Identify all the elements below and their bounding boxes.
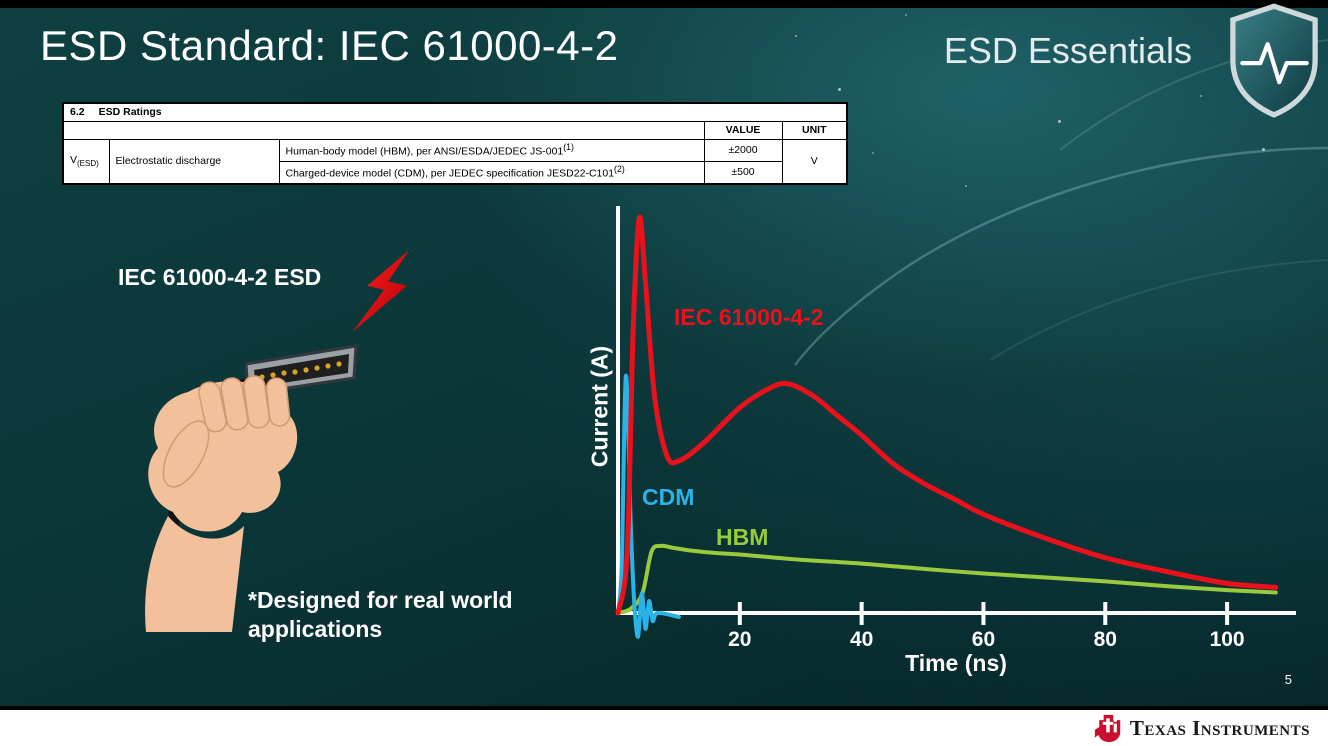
section-number: 6.2	[70, 106, 85, 118]
footer-bar: Texas Instruments	[0, 710, 1328, 746]
series-label-hbm: HBM	[716, 524, 769, 550]
value-column-header: VALUE	[703, 121, 783, 141]
x-tick-label: 100	[1210, 628, 1245, 651]
series-curve-iec-61000-4-2	[615, 214, 1279, 616]
symbol-sub: (ESD)	[77, 158, 99, 168]
table-caption: 6.2 ESD Ratings	[62, 102, 848, 123]
section-title: ESD Ratings	[98, 106, 162, 118]
hbm-description-cell: Human-body model (HBM), per ANSI/ESDA/JE…	[278, 139, 705, 162]
symbol-main: V	[70, 153, 78, 166]
shield-pulse-icon	[1230, 3, 1318, 118]
series-curve-hbm	[616, 543, 1278, 615]
series-label-iec-61000-4-2: IEC 61000-4-2	[674, 304, 824, 330]
cdm-value-cell: ±500	[703, 160, 783, 185]
parameter-name-cell: Electrostatic discharge	[108, 139, 280, 184]
x-tick-label: 80	[1094, 628, 1117, 651]
cdm-description-cell: Charged-device model (CDM), per JEDEC sp…	[278, 160, 705, 185]
texas-instruments-logo: Texas Instruments	[1094, 713, 1310, 743]
parameter-symbol-cell: V(ESD)	[62, 139, 110, 184]
brand-title: ESD Essentials	[943, 30, 1192, 71]
hbm-description: Human-body model (HBM), per ANSI/ESDA/JE…	[285, 145, 564, 158]
iec-esd-caption: IEC 61000-4-2 ESD	[118, 264, 322, 290]
cdm-description: Charged-device model (CDM), per JEDEC sp…	[285, 167, 615, 180]
top-border-bar	[0, 0, 1328, 8]
ti-wordmark: Texas Instruments	[1129, 715, 1310, 740]
ti-logo-icon	[1094, 714, 1121, 742]
x-axis-label: Time (ns)	[905, 650, 1007, 676]
page-number: 5	[1284, 672, 1292, 687]
table-caption-row: 6.2 ESD Ratings	[62, 102, 848, 123]
series-label-cdm: CDM	[642, 484, 695, 510]
footer-divider	[0, 706, 1328, 710]
x-tick-label: 60	[972, 628, 995, 651]
esd-ratings-table: 6.2 ESD Ratings VALUE UNIT V(ESD) Electro…	[62, 102, 848, 185]
series-curve-cdm	[616, 373, 681, 639]
chart-plot-area: 20 40 60 80 100	[615, 206, 1296, 651]
designed-for-real-world-note: *Designed for real world applications	[248, 587, 513, 642]
x-tick-label: 20	[728, 628, 751, 651]
unit-cell: V	[781, 139, 848, 184]
table-header-row: VALUE UNIT	[62, 121, 848, 141]
header-spacer-cell	[62, 121, 705, 141]
hbm-footnote: (1)	[563, 142, 574, 153]
x-tick-label: 40	[850, 628, 873, 651]
cdm-footnote: (2)	[614, 163, 625, 174]
table-row: V(ESD) Electrostatic discharge Human-bod…	[62, 139, 848, 184]
page-title: ESD Standard: IEC 61000-4-2	[40, 22, 619, 69]
unit-column-header: UNIT	[781, 121, 848, 141]
hand-holding-connector-illustration	[145, 344, 358, 632]
y-axis-label: Current (A)	[586, 345, 613, 468]
esd-waveform-chart: 20 40 60 80 100 Current (A) Time (ns) IEC 61…	[556, 198, 1316, 698]
table-row: Charged-device model (CDM), per JEDEC sp…	[63, 160, 847, 185]
hbm-value-cell: ±2000	[703, 139, 783, 162]
lightning-bolt-icon	[352, 250, 410, 332]
